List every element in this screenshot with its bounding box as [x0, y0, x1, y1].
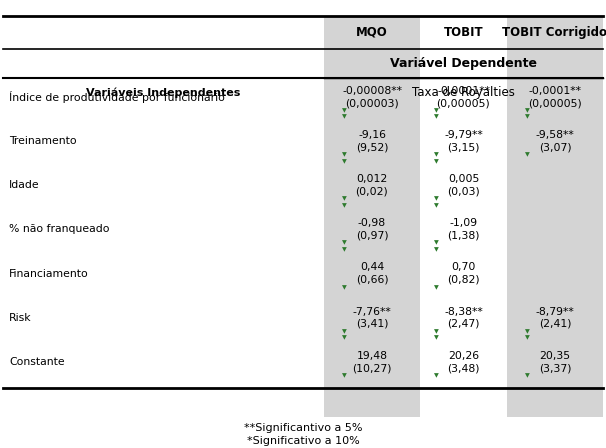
Text: (0,82): (0,82)	[447, 275, 480, 285]
Text: % não franqueado: % não franqueado	[9, 224, 110, 234]
Text: (9,52): (9,52)	[356, 142, 388, 152]
Text: (2,41): (2,41)	[539, 319, 571, 329]
Text: (0,00005): (0,00005)	[528, 98, 582, 108]
Text: ▼: ▼	[434, 159, 439, 164]
Text: ▼: ▼	[342, 247, 347, 252]
Text: *Significativo a 10%: *Significativo a 10%	[247, 436, 359, 446]
Text: ▼: ▼	[434, 329, 439, 334]
Text: TOBIT Corrigido: TOBIT Corrigido	[502, 26, 606, 39]
Text: 19,48: 19,48	[356, 351, 387, 361]
Text: ▼: ▼	[434, 108, 439, 113]
Text: ▼: ▼	[342, 108, 347, 113]
Text: Financiamento: Financiamento	[9, 268, 89, 279]
Text: -0,0001**: -0,0001**	[437, 86, 490, 96]
Text: (10,27): (10,27)	[352, 363, 391, 373]
Text: -0,98: -0,98	[358, 218, 386, 228]
Text: 20,35: 20,35	[539, 351, 570, 361]
Text: Constante: Constante	[9, 357, 65, 367]
Text: ▼: ▼	[525, 329, 530, 334]
Text: ▼: ▼	[434, 152, 439, 157]
Text: -9,58**: -9,58**	[536, 130, 574, 140]
Text: -0,0001**: -0,0001**	[528, 86, 582, 96]
Text: MQO: MQO	[356, 26, 388, 39]
Text: Risk: Risk	[9, 313, 32, 323]
Text: Variável Dependente: Variável Dependente	[390, 57, 537, 70]
Text: ▼: ▼	[342, 115, 347, 120]
Text: ▼: ▼	[342, 203, 347, 208]
Text: (3,41): (3,41)	[356, 319, 388, 329]
Text: -9,79**: -9,79**	[444, 130, 483, 140]
Text: Taxa de Royalties: Taxa de Royalties	[412, 86, 515, 99]
Text: (0,03): (0,03)	[447, 186, 480, 197]
Text: ▼: ▼	[342, 159, 347, 164]
Text: (0,97): (0,97)	[356, 231, 388, 241]
Text: -1,09: -1,09	[450, 218, 478, 228]
Text: 0,012: 0,012	[356, 174, 388, 184]
Text: Idade: Idade	[9, 180, 40, 190]
Text: ▼: ▼	[434, 336, 439, 340]
Text: -8,79**: -8,79**	[536, 306, 574, 317]
Text: (0,00003): (0,00003)	[345, 98, 399, 108]
Text: (3,48): (3,48)	[447, 363, 480, 373]
Text: (3,15): (3,15)	[447, 142, 480, 152]
Text: ▼: ▼	[434, 373, 439, 378]
Text: Índice de produtividade por funcionário: Índice de produtividade por funcionário	[9, 91, 225, 103]
Text: ▼: ▼	[434, 197, 439, 202]
Text: (3,07): (3,07)	[539, 142, 571, 152]
Text: ▼: ▼	[525, 115, 530, 120]
Text: ▼: ▼	[342, 329, 347, 334]
Text: ▼: ▼	[525, 108, 530, 113]
Text: -7,76**: -7,76**	[353, 306, 391, 317]
Text: ▼: ▼	[434, 285, 439, 290]
Text: -0,00008**: -0,00008**	[342, 86, 402, 96]
Text: (3,37): (3,37)	[539, 363, 571, 373]
Text: (0,66): (0,66)	[356, 275, 388, 285]
Text: **Significantivo a 5%: **Significantivo a 5%	[244, 423, 362, 433]
Text: 0,70: 0,70	[451, 263, 476, 272]
Text: 0,44: 0,44	[360, 263, 384, 272]
Text: ▼: ▼	[342, 152, 347, 157]
Text: ▼: ▼	[434, 241, 439, 246]
Text: 20,26: 20,26	[448, 351, 479, 361]
Text: ▼: ▼	[434, 115, 439, 120]
Text: ▼: ▼	[342, 197, 347, 202]
Text: ▼: ▼	[342, 285, 347, 290]
Text: -8,38**: -8,38**	[444, 306, 483, 317]
Text: -9,16: -9,16	[358, 130, 386, 140]
Text: ▼: ▼	[525, 373, 530, 378]
Text: (2,47): (2,47)	[447, 319, 480, 329]
Text: (0,02): (0,02)	[356, 186, 388, 197]
Text: (1,38): (1,38)	[447, 231, 480, 241]
Text: ▼: ▼	[342, 336, 347, 340]
Text: Variáveis Independentes: Variáveis Independentes	[86, 88, 241, 98]
Text: ▼: ▼	[434, 203, 439, 208]
Text: ▼: ▼	[434, 247, 439, 252]
Text: ▼: ▼	[525, 152, 530, 157]
Text: ▼: ▼	[342, 373, 347, 378]
Text: Treinamento: Treinamento	[9, 136, 77, 146]
Text: 0,005: 0,005	[448, 174, 479, 184]
Text: ▼: ▼	[525, 336, 530, 340]
Text: ▼: ▼	[342, 241, 347, 246]
Text: TOBIT: TOBIT	[444, 26, 484, 39]
Text: (0,00005): (0,00005)	[436, 98, 490, 108]
